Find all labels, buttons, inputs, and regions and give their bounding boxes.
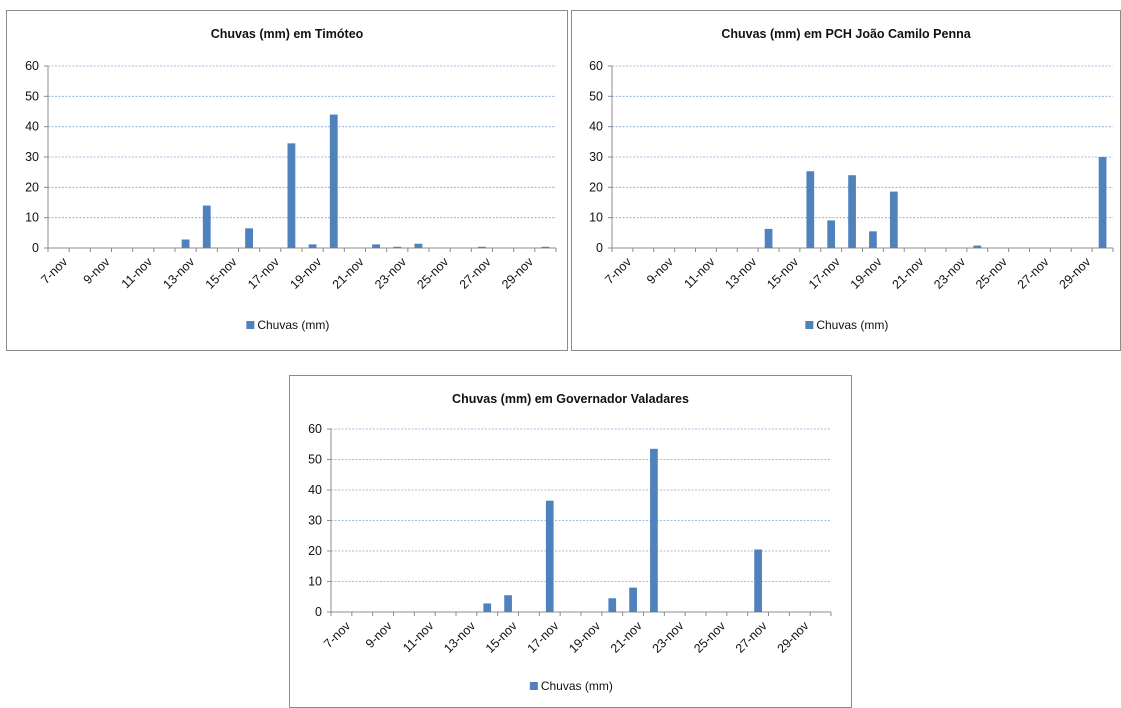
legend-label: Chuvas (mm) bbox=[816, 318, 888, 332]
x-tick-label: 7-nov bbox=[321, 618, 354, 651]
x-tick-label: 25-nov bbox=[414, 254, 451, 291]
bar bbox=[848, 175, 856, 248]
y-tick-label: 40 bbox=[308, 483, 322, 497]
x-tick-label: 7-nov bbox=[602, 254, 635, 287]
y-tick-label: 20 bbox=[25, 180, 39, 194]
x-tick-label: 17-nov bbox=[806, 254, 843, 291]
chart-governador-valadares: Chuvas (mm) em Governador Valadares 0 10 20… bbox=[308, 392, 832, 693]
x-tick-label: 13-nov bbox=[441, 618, 478, 655]
x-tick-label: 25-nov bbox=[691, 618, 728, 655]
x-tick-label: 19-nov bbox=[287, 254, 324, 291]
bar bbox=[483, 603, 492, 612]
bar bbox=[287, 143, 296, 248]
y-tick-label: 30 bbox=[589, 150, 603, 164]
bar bbox=[754, 549, 762, 612]
x-tick-label: 21-nov bbox=[608, 618, 645, 655]
x-tick-label: 27-nov bbox=[733, 618, 770, 655]
x-tick-label: 23-nov bbox=[372, 254, 409, 291]
chart-panel-governador-valadares: Chuvas (mm) em Governador Valadares 0 10 20… bbox=[289, 375, 852, 708]
x-tick-label: 11-nov bbox=[400, 618, 437, 655]
bar bbox=[181, 239, 190, 248]
x-tick-label: 29-nov bbox=[775, 618, 812, 655]
x-tick-label: 21-nov bbox=[890, 254, 927, 291]
y-tick-label: 50 bbox=[25, 89, 39, 103]
y-tick-label: 20 bbox=[589, 180, 603, 194]
y-tick-label: 10 bbox=[589, 211, 603, 225]
x-tick-label: 13-nov bbox=[723, 254, 760, 291]
bar bbox=[973, 245, 982, 248]
x-tick-label: 27-nov bbox=[457, 254, 494, 291]
y-tick-label: 30 bbox=[25, 150, 39, 164]
x-tick-label: 13-nov bbox=[160, 254, 197, 291]
bar bbox=[245, 228, 253, 248]
chart-title: Chuvas (mm) em Timóteo bbox=[211, 27, 364, 41]
x-tick-label: 17-nov bbox=[525, 618, 562, 655]
bar bbox=[329, 114, 338, 249]
bar bbox=[1098, 157, 1107, 248]
x-tick-label: 15-nov bbox=[483, 618, 520, 655]
y-tick-label: 20 bbox=[308, 544, 322, 558]
y-tick-label: 50 bbox=[308, 453, 322, 467]
x-tick-label: 15-nov bbox=[764, 254, 801, 291]
y-tick-label: 0 bbox=[315, 605, 322, 619]
x-tick-label: 25-nov bbox=[973, 254, 1010, 291]
legend-label: Chuvas (mm) bbox=[541, 679, 613, 693]
y-tick-label: 60 bbox=[308, 422, 322, 436]
chart-timoteo: Chuvas (mm) em Timóteo 0 10 20 30 40 50 60 7-nov… bbox=[25, 27, 557, 332]
y-tick-label: 10 bbox=[25, 211, 39, 225]
legend-swatch bbox=[529, 682, 538, 690]
y-tick-label: 50 bbox=[589, 89, 603, 103]
y-tick-label: 30 bbox=[308, 514, 322, 528]
bar bbox=[541, 246, 550, 248]
x-tick-label: 11-nov bbox=[119, 254, 156, 291]
x-tick-label: 17-nov bbox=[245, 254, 282, 291]
bar bbox=[650, 448, 658, 612]
x-tick-label: 9-nov bbox=[644, 254, 677, 287]
bar bbox=[629, 587, 637, 612]
x-tick-label: 11-nov bbox=[681, 254, 718, 291]
x-tick-label: 19-nov bbox=[566, 618, 603, 655]
bar bbox=[504, 595, 512, 612]
x-tick-label: 23-nov bbox=[931, 254, 968, 291]
bar bbox=[545, 500, 554, 612]
y-tick-label: 0 bbox=[32, 241, 39, 255]
bar bbox=[806, 171, 815, 248]
x-tick-label: 15-nov bbox=[203, 254, 240, 291]
y-tick-label: 60 bbox=[25, 59, 39, 73]
x-tick-label: 23-nov bbox=[650, 618, 687, 655]
x-tick-label: 7-nov bbox=[38, 254, 71, 287]
legend-label: Chuvas (mm) bbox=[257, 318, 329, 332]
x-tick-label: 29-nov bbox=[1057, 254, 1094, 291]
y-tick-label: 40 bbox=[589, 120, 603, 134]
bar bbox=[478, 246, 486, 248]
bar bbox=[827, 220, 836, 248]
x-tick-label: 9-nov bbox=[81, 254, 114, 287]
legend-swatch bbox=[805, 321, 814, 329]
bar bbox=[372, 244, 380, 248]
bar bbox=[764, 228, 773, 248]
y-tick-label: 0 bbox=[596, 241, 603, 255]
chart-pch-joao-camilo-penna: Chuvas (mm) em PCH João Camilo Penna 0 10 2… bbox=[589, 27, 1114, 332]
chart-title: Chuvas (mm) em Governador Valadares bbox=[452, 392, 689, 406]
x-tick-label: 29-nov bbox=[499, 254, 536, 291]
chart-panel-timoteo: Chuvas (mm) em Timóteo 0 10 20 30 40 50 60 7-nov… bbox=[6, 10, 568, 351]
x-tick-label: 27-nov bbox=[1015, 254, 1052, 291]
x-tick-label: 9-nov bbox=[363, 618, 396, 651]
y-tick-label: 60 bbox=[589, 59, 603, 73]
chart-title: Chuvas (mm) em PCH João Camilo Penna bbox=[721, 27, 971, 41]
bar bbox=[202, 205, 211, 248]
bar bbox=[308, 244, 317, 248]
x-tick-label: 19-nov bbox=[848, 254, 885, 291]
bar bbox=[608, 598, 617, 612]
x-tick-label: 21-nov bbox=[330, 254, 367, 291]
bar bbox=[869, 231, 877, 248]
y-tick-label: 40 bbox=[25, 120, 39, 134]
bar bbox=[393, 246, 402, 248]
chart-panel-pch-joao-camilo-penna: Chuvas (mm) em PCH João Camilo Penna 0 10 2… bbox=[571, 10, 1121, 351]
legend-swatch bbox=[246, 321, 255, 329]
bar bbox=[889, 191, 898, 248]
y-tick-label: 10 bbox=[308, 575, 322, 589]
bar bbox=[414, 243, 423, 248]
